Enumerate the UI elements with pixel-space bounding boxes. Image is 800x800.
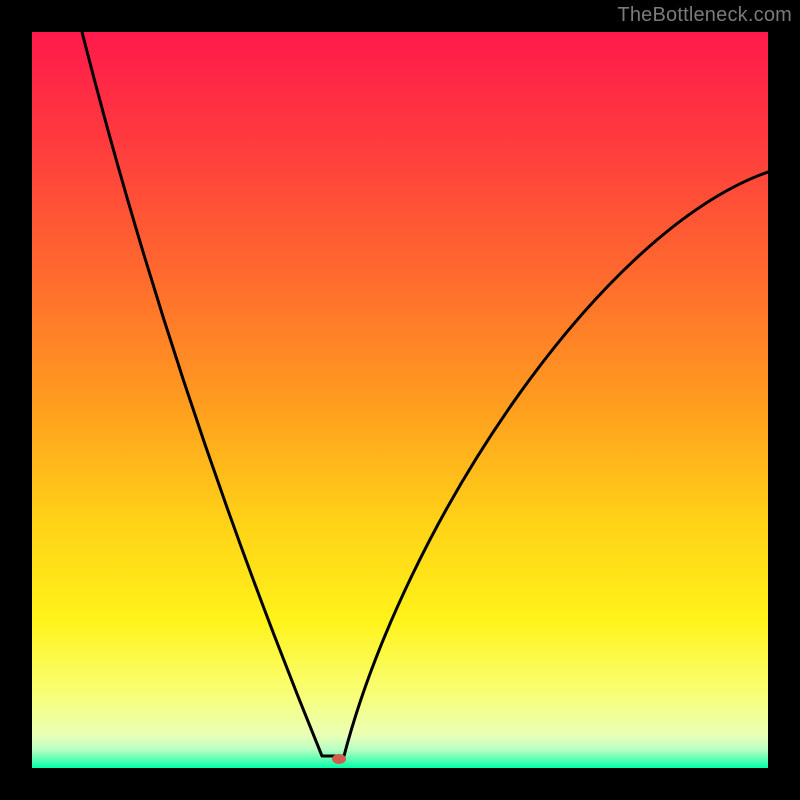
optimum-marker bbox=[332, 754, 346, 764]
watermark-text: TheBottleneck.com bbox=[617, 4, 792, 27]
bottleneck-curve bbox=[32, 32, 768, 768]
curve-path bbox=[82, 32, 768, 756]
plot-area bbox=[32, 32, 768, 768]
canvas-root: TheBottleneck.com bbox=[0, 0, 800, 800]
